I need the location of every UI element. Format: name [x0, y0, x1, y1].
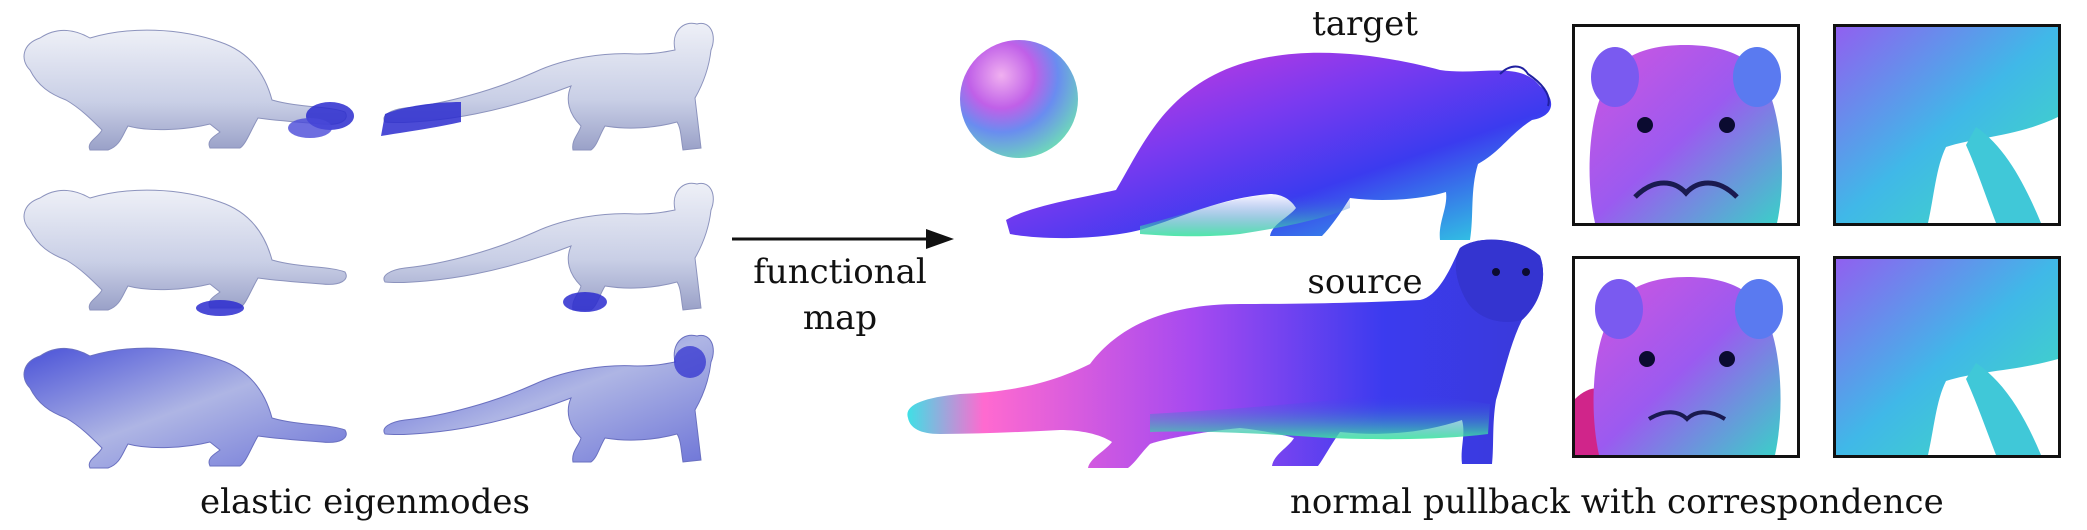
- correspondence-caption: normal pullback with correspondence: [1290, 482, 1944, 522]
- target-ferret: [1006, 52, 1552, 240]
- source-label: source: [1307, 262, 1423, 302]
- source-legs-closeup: [1833, 256, 2061, 458]
- eigenmodes-grid: [10, 8, 714, 478]
- functional-map-arrow: [732, 229, 954, 249]
- source-head-image: [1575, 259, 1797, 455]
- functional-map-label-line2: map: [802, 298, 878, 338]
- target-label: target: [1312, 4, 1418, 44]
- ferret-mode-2b: [383, 182, 714, 312]
- ferret-mode-3b: [383, 334, 714, 463]
- ferret-mode-2a: [23, 189, 347, 316]
- target-legs-closeup: [1833, 24, 2061, 226]
- normal-sphere: [960, 40, 1078, 158]
- target-legs-image: [1836, 27, 2058, 223]
- target-head-image: [1575, 27, 1797, 223]
- source-ferret: [907, 239, 1544, 468]
- ferret-mode-1a: [23, 29, 354, 151]
- source-legs-image: [1836, 259, 2058, 455]
- target-head-closeup: [1572, 24, 1800, 226]
- ferret-mode-3a: [23, 347, 347, 469]
- ferret-mode-1b: [381, 22, 714, 151]
- functional-map-label-line1: functional: [753, 252, 927, 292]
- source-head-closeup: [1572, 256, 1800, 458]
- eigenmodes-caption: elastic eigenmodes: [200, 482, 530, 522]
